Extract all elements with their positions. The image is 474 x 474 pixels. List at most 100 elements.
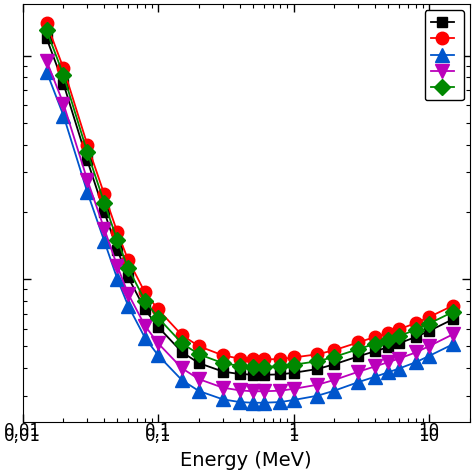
series2_red: [315, 351, 320, 357]
series1_black: [356, 354, 361, 359]
series3_blue: [125, 303, 131, 309]
Line: series2_red: series2_red: [40, 17, 459, 366]
series2_red: [331, 347, 337, 353]
series3_blue: [372, 374, 378, 380]
series1_black: [115, 247, 120, 253]
series3_blue: [220, 396, 226, 402]
series2_red: [426, 314, 432, 320]
Text: 0,01: 0,01: [4, 422, 41, 440]
series2_red: [385, 330, 391, 336]
series1_black: [196, 360, 202, 366]
series1_black: [125, 274, 131, 280]
series4_purple: [44, 58, 49, 64]
series2_red: [61, 65, 66, 71]
series1_black: [250, 372, 255, 377]
series4_purple: [372, 364, 378, 369]
series1_black: [396, 340, 402, 346]
series5_green: [356, 346, 361, 352]
series4_purple: [426, 343, 432, 349]
series3_blue: [331, 388, 337, 393]
series2_red: [278, 356, 283, 362]
series5_green: [396, 333, 402, 339]
series2_red: [237, 356, 243, 361]
series3_blue: [261, 400, 266, 406]
series3_blue: [426, 353, 432, 359]
series1_black: [61, 81, 66, 86]
series2_red: [101, 191, 107, 197]
series4_purple: [125, 291, 131, 296]
series4_purple: [101, 226, 107, 231]
series5_green: [237, 363, 243, 369]
series3_blue: [413, 359, 419, 365]
series3_blue: [142, 335, 148, 341]
series1_black: [155, 324, 161, 330]
series1_black: [331, 361, 337, 367]
series1_black: [278, 372, 283, 377]
series1_black: [84, 157, 90, 163]
series4_purple: [356, 369, 361, 374]
series1_black: [385, 344, 391, 350]
series4_purple: [179, 365, 185, 371]
series2_red: [44, 20, 49, 26]
series1_black: [413, 334, 419, 340]
series5_green: [61, 72, 66, 78]
series5_green: [220, 360, 226, 366]
series3_blue: [291, 397, 296, 403]
series2_red: [84, 142, 90, 147]
series3_blue: [155, 353, 161, 358]
Line: series4_purple: series4_purple: [39, 54, 460, 398]
series1_black: [142, 307, 148, 312]
series5_green: [426, 321, 432, 327]
series1_black: [237, 371, 243, 377]
series1_black: [101, 209, 107, 215]
series4_purple: [291, 386, 296, 392]
Legend: , , , , : , , , ,: [425, 10, 464, 100]
Text: 0,1: 0,1: [145, 422, 172, 440]
Line: series5_green: series5_green: [41, 25, 458, 373]
series5_green: [250, 364, 255, 369]
series4_purple: [237, 388, 243, 393]
Text: 1: 1: [288, 422, 299, 440]
series5_green: [331, 354, 337, 360]
series3_blue: [101, 238, 107, 244]
series4_purple: [396, 356, 402, 361]
series4_purple: [413, 349, 419, 355]
series2_red: [179, 332, 185, 338]
series1_black: [426, 328, 432, 334]
series5_green: [413, 327, 419, 332]
series3_blue: [278, 399, 283, 405]
series5_green: [291, 362, 296, 367]
series4_purple: [115, 264, 120, 269]
series2_red: [125, 257, 131, 263]
series3_blue: [179, 377, 185, 383]
series4_purple: [331, 377, 337, 383]
series5_green: [261, 364, 266, 370]
Text: 10: 10: [419, 422, 439, 440]
series3_blue: [250, 400, 255, 406]
series3_blue: [356, 379, 361, 385]
series1_black: [291, 370, 296, 375]
series1_black: [315, 366, 320, 372]
series4_purple: [84, 177, 90, 182]
series3_blue: [115, 276, 120, 282]
series3_blue: [84, 189, 90, 195]
series5_green: [450, 309, 456, 315]
series4_purple: [61, 101, 66, 107]
series2_red: [372, 334, 378, 340]
series4_purple: [142, 323, 148, 328]
series3_blue: [315, 393, 320, 399]
series2_red: [261, 356, 266, 362]
series2_red: [356, 339, 361, 345]
series5_green: [196, 351, 202, 357]
series3_blue: [450, 341, 456, 347]
series2_red: [196, 343, 202, 349]
series1_black: [372, 348, 378, 354]
series5_green: [125, 265, 131, 271]
series2_red: [250, 356, 255, 362]
series4_purple: [220, 385, 226, 391]
Line: series1_black: series1_black: [42, 33, 458, 380]
series5_green: [84, 149, 90, 155]
series5_green: [155, 315, 161, 320]
series2_red: [450, 303, 456, 309]
series4_purple: [450, 331, 456, 337]
